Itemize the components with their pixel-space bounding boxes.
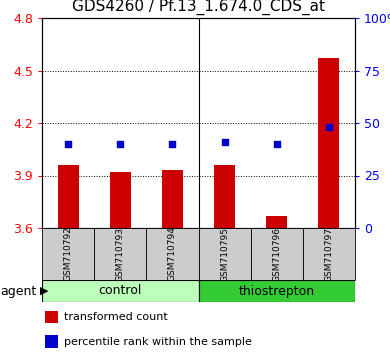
Text: percentile rank within the sample: percentile rank within the sample bbox=[64, 337, 252, 347]
Point bbox=[222, 139, 228, 145]
Point bbox=[169, 141, 176, 147]
Bar bbox=[162, 170, 183, 228]
Text: thiostrepton: thiostrepton bbox=[239, 285, 315, 297]
Bar bbox=[45, 310, 58, 324]
Point bbox=[117, 141, 123, 147]
Point bbox=[326, 124, 332, 130]
Text: GSM710794: GSM710794 bbox=[168, 227, 177, 281]
Text: GSM710796: GSM710796 bbox=[272, 227, 281, 281]
Bar bbox=[199, 280, 355, 302]
Bar bbox=[146, 228, 199, 280]
Text: transformed count: transformed count bbox=[64, 312, 168, 322]
Text: agent: agent bbox=[0, 285, 36, 297]
Bar bbox=[94, 228, 146, 280]
Bar bbox=[303, 228, 355, 280]
Bar bbox=[110, 172, 131, 228]
Bar bbox=[199, 228, 251, 280]
Text: control: control bbox=[99, 285, 142, 297]
Bar bbox=[45, 336, 58, 348]
Text: GSM710793: GSM710793 bbox=[116, 227, 125, 281]
Bar bbox=[251, 228, 303, 280]
Point bbox=[274, 141, 280, 147]
Bar bbox=[266, 216, 287, 228]
Bar bbox=[42, 280, 199, 302]
Bar bbox=[42, 228, 94, 280]
Bar bbox=[319, 58, 339, 228]
Text: GSM710795: GSM710795 bbox=[220, 227, 229, 281]
Text: GSM710792: GSM710792 bbox=[64, 227, 73, 281]
Point bbox=[65, 141, 71, 147]
Bar bbox=[214, 165, 235, 228]
Text: ▶: ▶ bbox=[40, 286, 48, 296]
Bar bbox=[58, 165, 78, 228]
Text: GSM710797: GSM710797 bbox=[324, 227, 333, 281]
Title: GDS4260 / Pf.13_1.674.0_CDS_at: GDS4260 / Pf.13_1.674.0_CDS_at bbox=[72, 0, 325, 15]
